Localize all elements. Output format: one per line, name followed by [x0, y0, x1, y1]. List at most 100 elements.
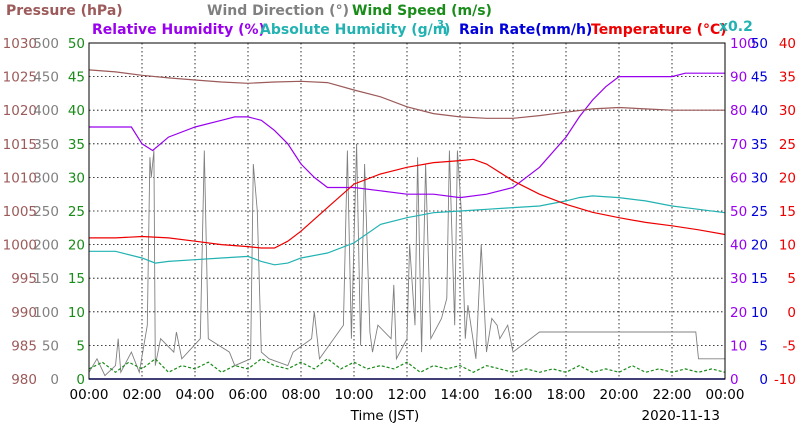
series-absolute-humidity-x0-2	[89, 195, 726, 266]
y-tick-wind-direction: 500	[33, 36, 59, 52]
legend-temperature: Temperature (°C)	[591, 22, 727, 38]
x-tick-label: 06:00	[229, 387, 268, 403]
y-tick-wind-direction: 300	[33, 170, 59, 186]
y-tick-wind-speed: 25	[68, 204, 85, 220]
y-tick-wind-speed: 45	[68, 70, 85, 86]
legend-absolute-humidity: Absolute Humidity (g/m 3 )	[260, 19, 450, 38]
y-tick-temperature: 20	[779, 170, 796, 186]
y-tick-pressure: 990	[11, 305, 37, 321]
y-tick-pressure: 1000	[3, 238, 37, 254]
y-tick-relative-humidity: 30	[730, 271, 747, 287]
y-tick-wind-speed: 20	[68, 238, 85, 254]
y-tick-wind-direction: 150	[33, 271, 59, 287]
y-tick-relative-humidity: 60	[730, 170, 747, 186]
series-relative-humidity	[89, 72, 725, 199]
legend-wind-speed: Wind Speed (m/s)	[352, 3, 492, 19]
y-tick-wind-direction: 400	[33, 103, 59, 119]
y-tick-wind-speed: 50	[68, 36, 85, 52]
y-tick-rain-rate: 0	[759, 372, 768, 388]
x-tick-label: 00:00	[70, 387, 109, 403]
x-tick-label: 14:00	[441, 387, 480, 403]
y-tick-pressure: 1030	[3, 36, 37, 52]
chart-date: 2020-11-13	[642, 408, 720, 424]
legend-rain-rate: Rain Rate(mm/h)	[459, 22, 592, 38]
x-tick-label: 20:00	[600, 387, 639, 403]
y-tick-relative-humidity: 80	[730, 103, 747, 119]
y-tick-pressure: 1020	[3, 103, 37, 119]
y-tick-pressure: 1010	[3, 170, 37, 186]
y-tick-wind-speed: 40	[68, 103, 85, 119]
x-tick-label: 00:00	[706, 387, 745, 403]
legend-absolute-humidity-tail: )	[444, 22, 450, 38]
y-tick-pressure: 985	[11, 338, 37, 354]
y-tick-pressure: 995	[11, 271, 37, 287]
legend-relative-humidity: Relative Humidity (%)	[92, 22, 265, 38]
y-tick-temperature: 40	[779, 36, 796, 52]
y-tick-rain-rate: 50	[751, 36, 768, 52]
y-tick-relative-humidity: 90	[730, 70, 747, 86]
series-wind-speed-m-s	[88, 358, 726, 374]
y-tick-temperature: 10	[779, 238, 796, 254]
y-tick-pressure: 980	[11, 372, 37, 388]
x-axis-ticks: 00:00 02:00 04:00 06:00 08:00 10:00 12:00 14:00…	[70, 387, 745, 403]
y-tick-temperature: 5	[787, 271, 796, 287]
series-temperature-c	[89, 158, 726, 249]
x-tick-label: 16:00	[494, 387, 533, 403]
y-tick-temperature: 30	[779, 103, 796, 119]
x-tick-label: 18:00	[547, 387, 586, 403]
y-tick-wind-speed: 15	[68, 271, 85, 287]
y-tick-wind-speed: 35	[68, 137, 85, 153]
x-tick-label: 08:00	[282, 387, 321, 403]
x-axis-title: Time (JST)	[350, 408, 420, 424]
legend: Pressure (hPa) Wind Direction (°) Wind S…	[6, 3, 753, 38]
y-tick-relative-humidity: 40	[730, 238, 747, 254]
y-tick-temperature: 35	[779, 70, 796, 86]
y-tick-temperature: -10	[774, 372, 796, 388]
x-tick-label: 22:00	[653, 387, 692, 403]
y-tick-rain-rate: 15	[751, 271, 768, 287]
x-tick-label: 04:00	[176, 387, 215, 403]
y-tick-relative-humidity: 50	[730, 204, 747, 220]
y-tick-wind-direction: 450	[33, 70, 59, 86]
plot-frame	[88, 42, 726, 380]
legend-wind-direction: Wind Direction (°)	[207, 3, 349, 19]
y-tick-rain-rate: 30	[751, 170, 768, 186]
y-tick-wind-direction: 250	[33, 204, 59, 220]
y-tick-wind-speed: 0	[76, 372, 85, 388]
grid	[89, 43, 725, 379]
y-tick-rain-rate: 20	[751, 238, 768, 254]
y-tick-relative-humidity: 70	[730, 137, 747, 153]
y-tick-wind-speed: 10	[68, 305, 85, 321]
y-tick-wind-direction: 50	[42, 338, 59, 354]
y-tick-relative-humidity: 20	[730, 305, 747, 321]
y-tick-temperature: -5	[783, 338, 796, 354]
y-tick-rain-rate: 40	[751, 103, 768, 119]
y-tick-wind-direction: 200	[33, 238, 59, 254]
y-tick-rain-rate: 10	[751, 305, 768, 321]
y-tick-pressure: 1005	[3, 204, 37, 220]
y-tick-relative-humidity: 100	[730, 36, 756, 52]
x-tick-label: 10:00	[335, 387, 374, 403]
y-tick-wind-direction: 100	[33, 305, 59, 321]
y-tick-wind-direction: 0	[50, 372, 59, 388]
y-tick-temperature: 15	[779, 204, 796, 220]
y-tick-wind-direction: 350	[33, 137, 59, 153]
y-tick-rain-rate: 45	[751, 70, 768, 86]
series-pressure-hpa	[88, 69, 725, 119]
y-tick-temperature: 0	[787, 305, 796, 321]
legend-pressure: Pressure (hPa)	[6, 3, 123, 19]
y-tick-rain-rate: 25	[751, 204, 768, 220]
x-tick-label: 02:00	[123, 387, 162, 403]
x-tick-label: 12:00	[388, 387, 427, 403]
y-tick-rain-rate: 35	[751, 137, 768, 153]
y-tick-relative-humidity: 10	[730, 338, 747, 354]
y-tick-temperature: 25	[779, 137, 796, 153]
legend-absolute-humidity-sup: 3	[437, 19, 444, 30]
y-tick-wind-speed: 30	[68, 170, 85, 186]
y-tick-relative-humidity: 0	[730, 372, 739, 388]
y-tick-rain-rate: 5	[759, 338, 768, 354]
legend-scale-factor: x0.2	[719, 19, 753, 35]
legend-absolute-humidity-label: Absolute Humidity (g/m	[260, 22, 447, 38]
series-wind-direction	[88, 143, 725, 377]
